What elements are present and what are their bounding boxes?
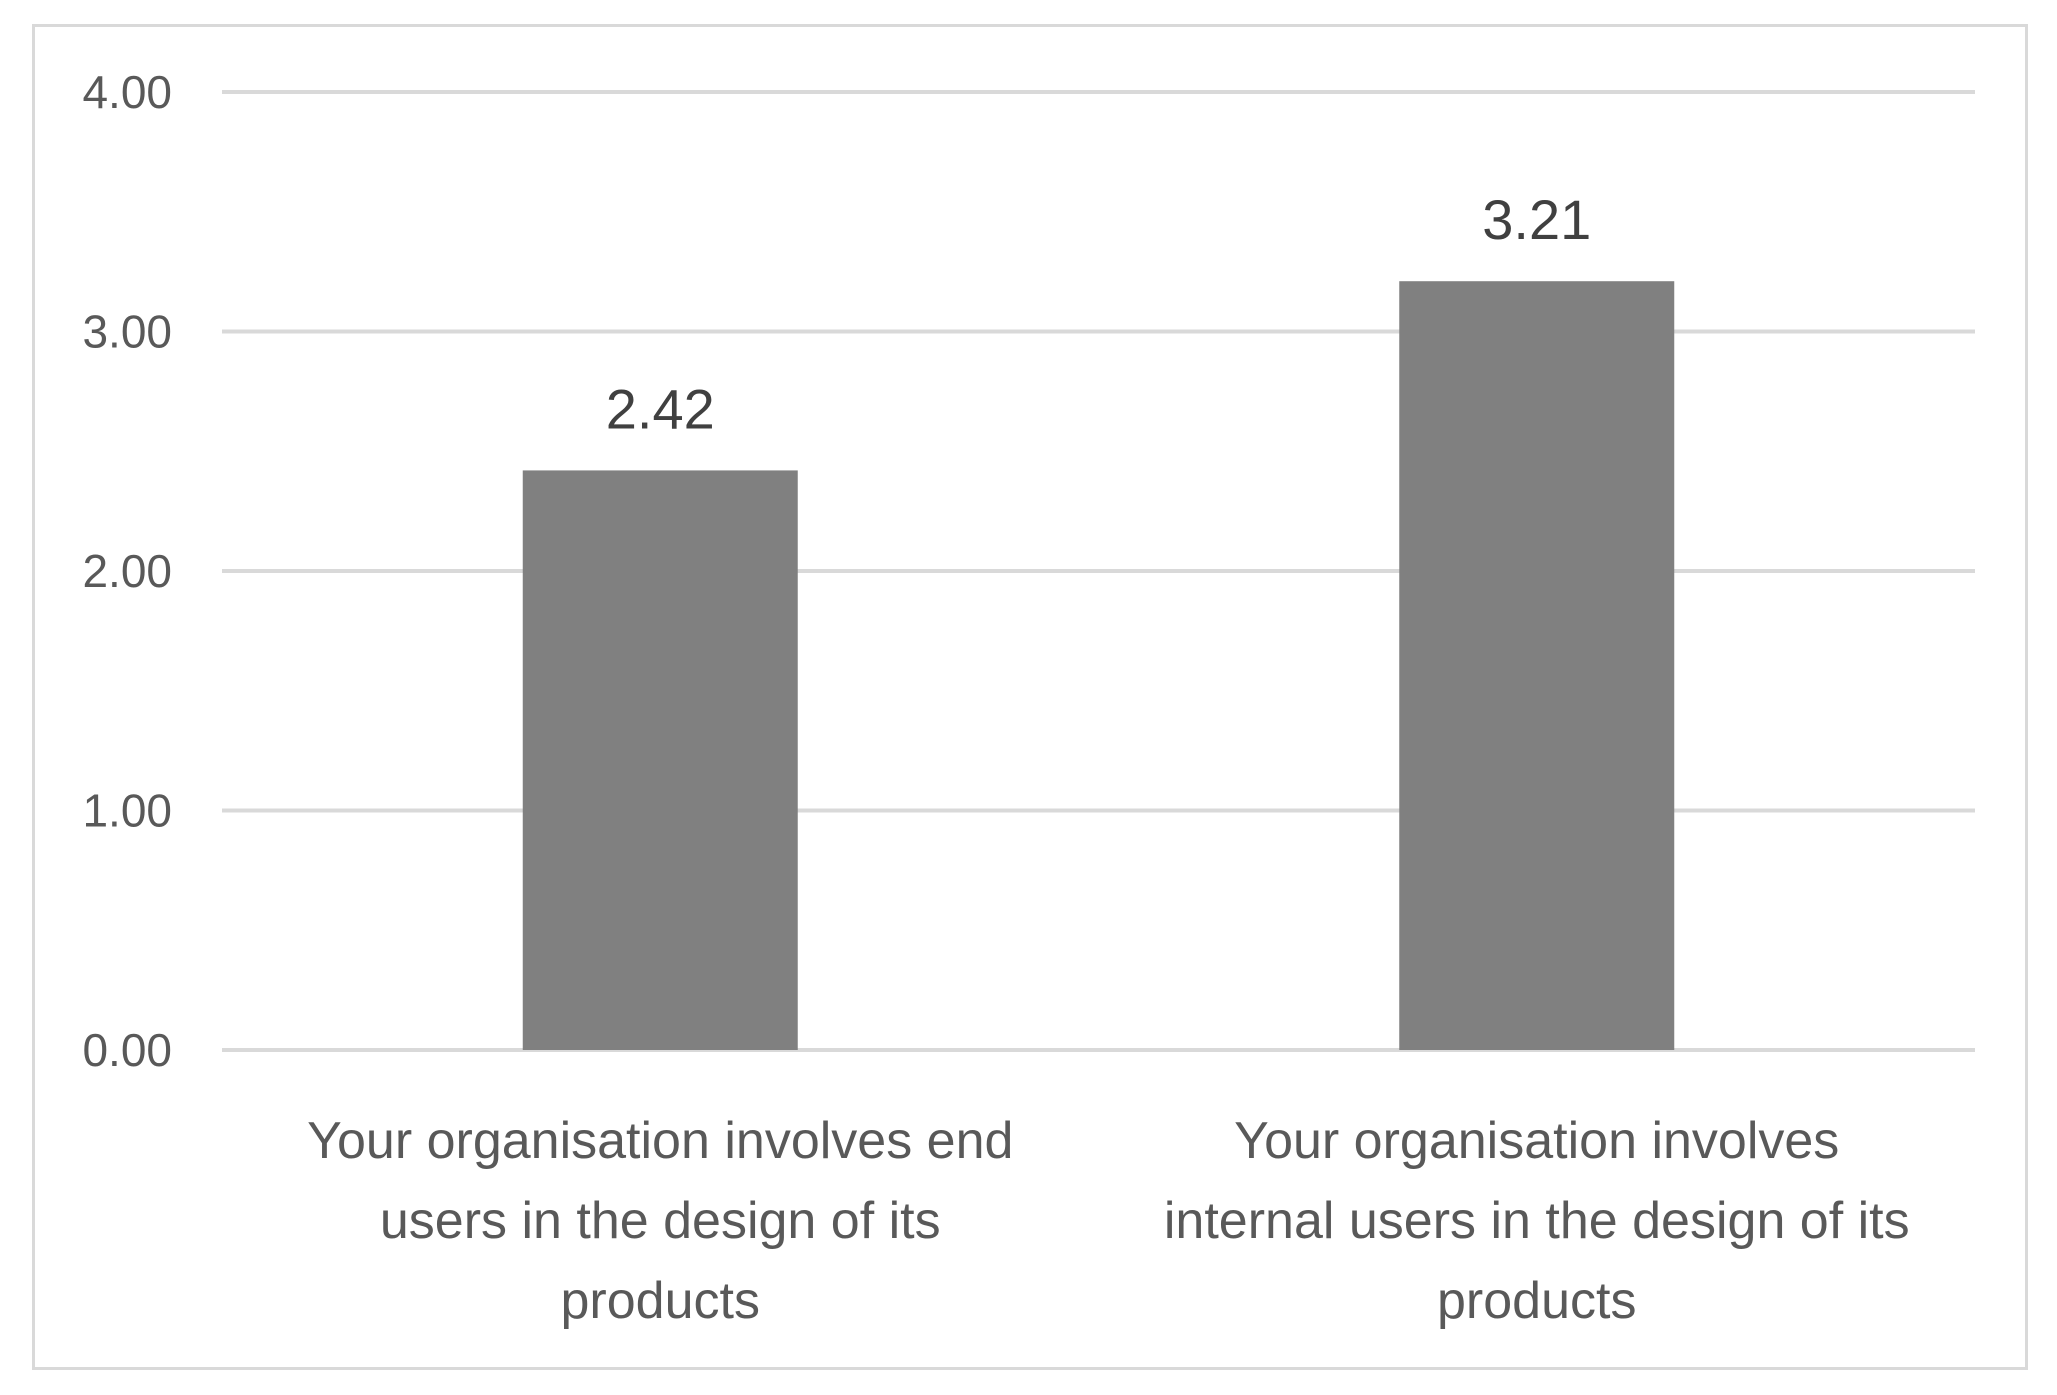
- y-tick-label-2: 2.00: [82, 545, 172, 597]
- category-label-1-line-2: products: [1437, 1272, 1636, 1330]
- y-tick-label-3: 3.00: [82, 306, 172, 358]
- bar-1: [1399, 281, 1675, 1051]
- data-labels: 2.42 3.21: [606, 188, 1592, 440]
- category-labels: Your organisation involves end users in t…: [307, 1112, 1910, 1330]
- category-label-1-line-0: Your organisation involves: [1234, 1112, 1839, 1170]
- bars: [522, 281, 1675, 1051]
- category-label-0: Your organisation involves end users in t…: [307, 1112, 1013, 1330]
- y-tick-label-1: 1.00: [82, 785, 172, 837]
- y-tick-label-4: 4.00: [82, 66, 172, 118]
- gridlines: [222, 90, 1975, 1052]
- category-label-0-line-2: products: [561, 1272, 760, 1330]
- data-label-0: 2.42: [606, 377, 715, 440]
- category-label-0-line-1: users in the design of its: [380, 1192, 941, 1250]
- data-label-1: 3.21: [1482, 188, 1591, 251]
- chart-frame: [32, 24, 2028, 1370]
- bar-0: [522, 470, 798, 1050]
- category-label-0-line-0: Your organisation involves end: [307, 1112, 1013, 1170]
- category-label-1-line-1: internal users in the design of its: [1164, 1192, 1910, 1250]
- y-tick-label-0: 0.00: [82, 1024, 172, 1076]
- y-axis-ticks: 0.00 1.00 2.00 3.00 4.00: [82, 66, 172, 1076]
- category-label-1: Your organisation involves internal users…: [1164, 1112, 1910, 1330]
